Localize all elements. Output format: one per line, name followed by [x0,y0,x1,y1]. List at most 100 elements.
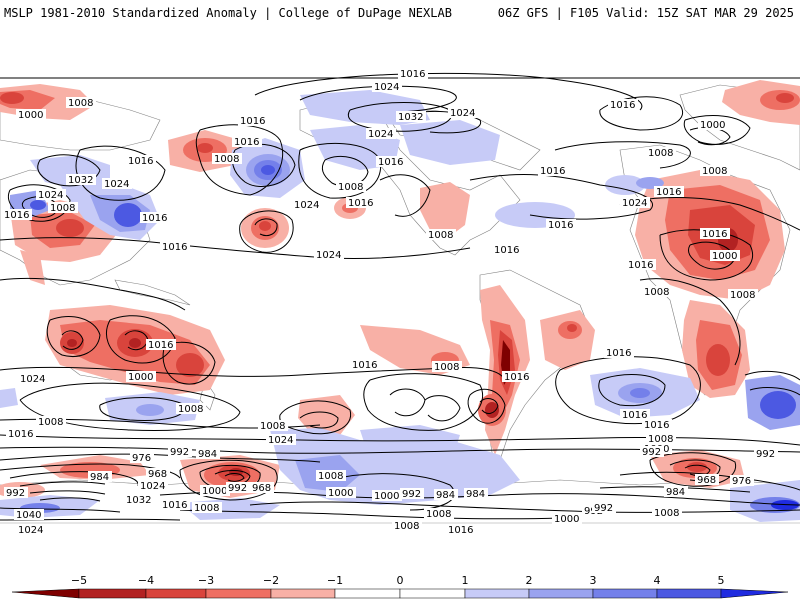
colorbar-tick-label: −3 [198,574,214,587]
isobar-label: 1016 [610,100,635,111]
isobar-label: 984 [666,487,685,498]
isobar-label: 992 [228,483,247,494]
isobar-label: 1008 [428,230,453,241]
isobar-label: 1032 [398,112,423,123]
colorbar-tick-label: 2 [526,574,533,587]
isobar-label: 1024 [18,525,43,536]
isobar-label: 1008 [426,509,451,520]
isobar-label: 1024 [622,198,647,209]
isobar-label: 984 [436,490,455,501]
isobar-label: 1024 [294,200,319,211]
isobar-label: 992 [642,447,661,458]
header: MSLP 1981-2010 Standardized Anomaly | Co… [0,0,800,28]
isobar-label: 1016 [494,245,519,256]
isobar-label: 1016 [378,157,403,168]
isobar-label: 1016 [622,410,647,421]
isobar-label: 1040 [16,510,41,521]
colorbar-swatch [720,588,789,599]
isobar-label: 1024 [20,374,45,385]
isobar-label: 1024 [374,82,399,93]
isobar-label: 1016 [162,242,187,253]
isobar-label: 1000 [554,514,579,525]
isobar-label: 1016 [644,420,669,431]
isobar-label: 1008 [260,421,285,432]
colorbar-swatch [656,588,722,599]
colorbar-tick-label: 1 [462,574,469,587]
isobar-label: 1016 [8,429,33,440]
isobar-label: 1016 [504,372,529,383]
colorbar-swatch [145,588,207,599]
colorbar-swatch [464,588,530,599]
colorbar-swatch [78,588,147,599]
isobar-label: 1008 [730,290,755,301]
positive-anomaly-fill [0,90,800,522]
isobar-label: 1032 [68,175,93,186]
isobar-label: 968 [697,475,716,486]
isobar-label: 1008 [644,287,669,298]
isobar-label: 992 [756,449,775,460]
isobar-label: 984 [90,472,109,483]
colorbar-ticks: −5 −4 −3 −2 −1 0 1 2 3 4 5 [71,574,725,587]
isobar-label: 1016 [148,340,173,351]
isobar-label: 1000 [202,486,227,497]
colorbar-tick-label: 0 [397,574,404,587]
isobar-label: 1016 [548,220,573,231]
isobar-label: 1008 [318,471,343,482]
isobar-label: 1008 [338,182,363,193]
isobar-label: 1016 [702,229,727,240]
isobar-label: 1000 [712,251,737,262]
colorbar-tick-label: −1 [327,574,343,587]
mslp-anomaly-map: 1016 1024 1008 1000 1016 1032 1024 1016 … [0,40,800,580]
isobar-label: 1024 [450,108,475,119]
isobar-label: 1016 [400,69,425,80]
colorbar-tick-label: −5 [71,574,87,587]
isobar-label: 992 [170,447,189,458]
isobar-label: 1000 [18,110,43,121]
isobar-label: 1008 [214,154,239,165]
isobar-label: 984 [198,449,217,460]
map-title: MSLP 1981-2010 Standardized Anomaly | Co… [4,6,452,20]
isobar-label: 992 [6,488,25,499]
model-run-info: 06Z GFS | F105 Valid: 15Z SAT MAR 29 202… [497,6,794,20]
isobar-label: 1016 [142,213,167,224]
isobar-label: 1008 [50,203,75,214]
isobar-label: 1016 [162,500,187,511]
isobar-label: 1024 [38,190,63,201]
colorbar-tick-label: −4 [138,574,154,587]
isobar-labels: 1016 1024 1008 1000 1016 1032 1024 1016 … [2,68,778,536]
colorbar-tick-label: 4 [654,574,661,587]
isobar-label: 1000 [328,488,353,499]
isobar-label: 1024 [140,481,165,492]
isobar-label: 1000 [700,120,725,131]
colorbar-swatch [334,588,401,599]
isobar-label: 976 [132,453,151,464]
isobar-label: 1008 [648,148,673,159]
isobar-label: 1000 [128,372,153,383]
isobar-label: 968 [148,469,167,480]
isobar-label: 1024 [316,250,341,261]
colorbar-swatch [399,588,466,599]
isobar-label: 984 [466,489,485,500]
isobar-label: 1008 [194,503,219,514]
colorbar-tick-label: −2 [263,574,279,587]
isobar-label: 1008 [394,521,419,532]
isobar-label: 1008 [178,404,203,415]
colorbar-swatch [592,588,658,599]
isobar-label: 1016 [4,210,29,221]
colorbar-swatch [270,588,336,599]
isobar-label: 992 [402,489,421,500]
isobar-label: 1008 [434,362,459,373]
isobar-label: 1008 [702,166,727,177]
isobar-label: 1016 [448,525,473,536]
isobar-label: 1016 [606,348,631,359]
isobar-label: 1016 [240,116,265,127]
isobar-label: 1000 [374,491,399,502]
isobar-label: 1008 [38,417,63,428]
colorbar-tick-label: 5 [718,574,725,587]
isobar-label: 1032 [126,495,151,506]
colorbar-swatch [205,588,272,599]
isobar-label: 992 [594,503,613,514]
isobar-label: 1016 [234,137,259,148]
isobar-label: 976 [732,476,751,487]
isobar-label: 1024 [368,129,393,140]
